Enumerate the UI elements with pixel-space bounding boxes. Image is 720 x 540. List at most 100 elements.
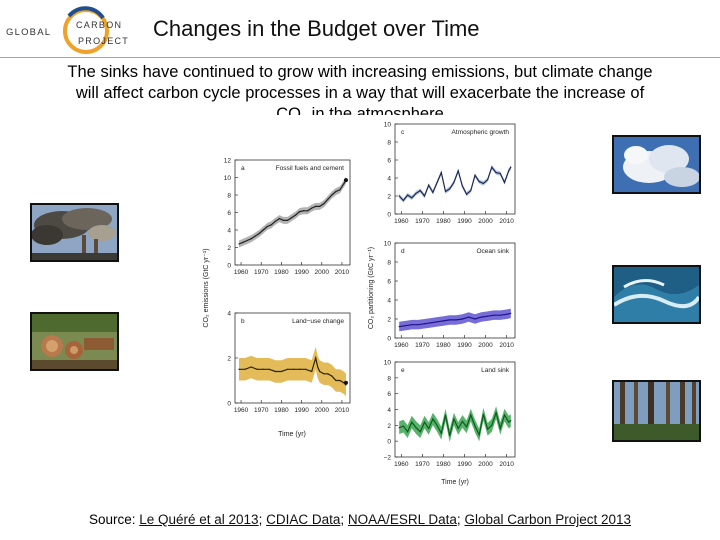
clouds-photo <box>612 135 701 194</box>
data-point <box>246 239 248 242</box>
ocean-wave-photo <box>612 265 701 324</box>
data-point <box>428 427 430 430</box>
data-point <box>398 427 400 429</box>
source-link-gcp[interactable]: Global Carbon Project 2013 <box>464 512 632 527</box>
y-tick-label: 10 <box>224 175 232 182</box>
panel-label: Ocean sink <box>476 248 509 255</box>
latest-value-marker <box>343 178 348 183</box>
data-point <box>474 318 476 320</box>
subtitle: The sinks have continued to grow with in… <box>20 62 700 115</box>
data-point <box>407 194 409 196</box>
data-point <box>474 425 476 427</box>
panel-c: 0 2 4 6 8 10 1960 1970 1980 1990 2000 2010 c Atmosphe… <box>384 122 516 225</box>
x-tick-label: 1980 <box>274 407 289 414</box>
data-point <box>453 418 455 420</box>
data-point <box>457 170 459 172</box>
y-tick-label: 8 <box>387 260 391 267</box>
x-tick-label: 1990 <box>294 269 309 276</box>
data-point <box>440 172 442 174</box>
x-tick-label: 1990 <box>457 342 472 349</box>
data-point <box>503 181 506 184</box>
panel-frame <box>394 361 516 458</box>
data-point <box>510 419 512 422</box>
data-point <box>508 170 510 172</box>
data-point <box>423 323 426 325</box>
source-link-cdiac[interactable]: CDIAC Data <box>266 512 341 527</box>
source-link-le-quere[interactable]: Le Quéré et al 2013 <box>139 512 259 527</box>
data-point <box>419 431 421 433</box>
data-point <box>302 210 305 212</box>
data-point <box>305 368 307 370</box>
x-tick-label: 1990 <box>457 461 472 468</box>
source-prefix: Source: <box>88 512 140 527</box>
source-sep-3: ; <box>456 512 465 527</box>
x-tick-label: 1960 <box>394 342 409 349</box>
data-point <box>465 193 468 195</box>
panel-letter: e <box>401 367 405 374</box>
data-point <box>311 370 313 373</box>
forest-photo <box>612 380 701 442</box>
x-tick-label: 2000 <box>315 269 330 276</box>
data-point <box>461 318 463 320</box>
data-point <box>436 424 438 426</box>
x-tick-label: 2000 <box>478 218 493 225</box>
data-point <box>415 427 417 429</box>
data-point <box>402 425 405 427</box>
data-point <box>510 312 512 314</box>
panel-frame <box>394 123 516 215</box>
right-y-axis-label: CO₂ partitioning (GtC yr⁻¹) <box>368 247 375 329</box>
data-point <box>499 427 501 430</box>
data-point <box>461 185 463 187</box>
data-point <box>499 314 501 316</box>
data-point <box>280 370 283 373</box>
data-point <box>449 188 451 190</box>
data-point <box>256 368 258 370</box>
y-tick-label: 0 <box>387 212 391 219</box>
panel-frame <box>234 159 351 266</box>
data-point <box>315 357 317 359</box>
source-link-noaa-esrl[interactable]: NOAA/ESRL Data <box>347 512 457 527</box>
y-tick-label: 4 <box>387 176 391 183</box>
data-point <box>411 421 413 423</box>
series-line <box>398 165 512 202</box>
y-tick-label: 10 <box>384 360 392 367</box>
y-tick-label: 2 <box>227 245 231 252</box>
data-point <box>323 203 325 205</box>
header-divider <box>0 57 720 58</box>
subtitle-line-2: will affect carbon cycle processes in a … <box>75 84 645 102</box>
x-tick-label: 1980 <box>274 269 289 276</box>
data-point <box>449 435 451 437</box>
data-point <box>398 195 400 197</box>
right-x-axis-label: Time (yr) <box>441 479 469 486</box>
data-point <box>327 198 329 200</box>
data-point <box>453 181 455 184</box>
data-point <box>444 190 447 193</box>
data-point <box>266 225 268 228</box>
data-point <box>482 182 485 184</box>
data-point <box>455 319 457 321</box>
data-point <box>470 190 472 192</box>
panel-letter: c <box>401 129 405 136</box>
data-point <box>258 232 260 235</box>
y-tick-label: 4 <box>227 228 231 235</box>
x-tick-label: 1960 <box>234 407 249 414</box>
panel-a: 0 2 4 6 8 10 12 1960 1970 1980 1990 2000 2010 a Fossil… <box>224 158 351 276</box>
x-tick-label: 2010 <box>335 269 350 276</box>
y-tick-label: 0 <box>387 439 391 446</box>
uncertainty-band <box>399 164 511 203</box>
data-point <box>478 434 480 436</box>
panel-b: 0 2 4 1960 1970 1980 1990 2000 2010 b Land−use cha… <box>227 311 351 414</box>
data-point <box>331 375 333 377</box>
x-tick-label: 1970 <box>254 407 269 414</box>
data-point <box>423 195 426 197</box>
data-point <box>442 320 445 322</box>
data-point <box>294 214 297 216</box>
data-point <box>398 326 400 328</box>
data-point <box>495 412 497 414</box>
data-point <box>317 366 319 368</box>
data-point <box>487 315 489 317</box>
x-tick-label: 1970 <box>415 461 430 468</box>
x-tick-label: 2010 <box>499 218 514 225</box>
data-point <box>461 420 463 422</box>
x-tick-label: 2000 <box>315 407 330 414</box>
